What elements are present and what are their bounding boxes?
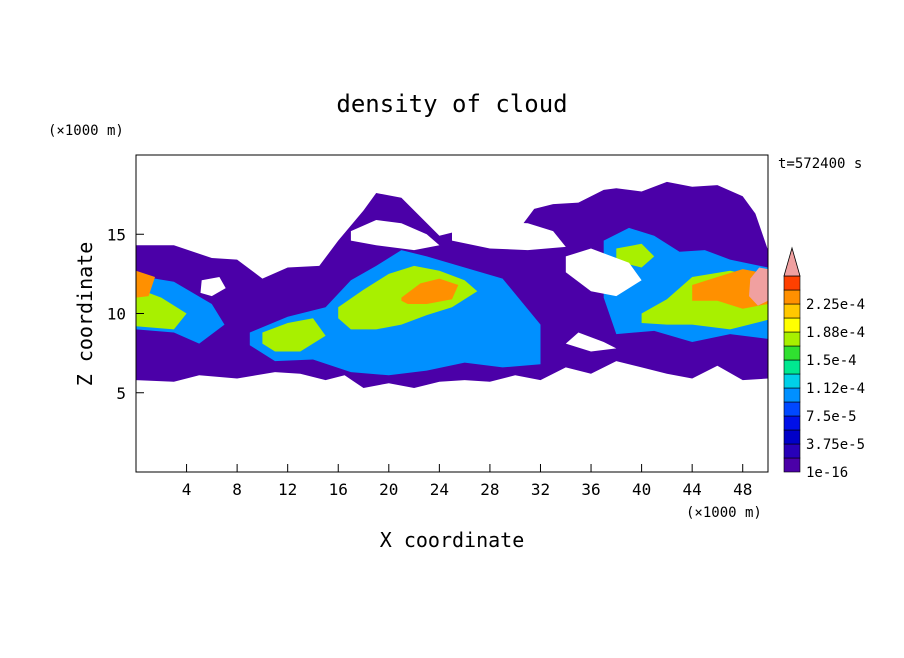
colorbar-swatch [783,387,801,403]
colorbar-swatch [783,331,801,347]
density-region-11 [692,269,768,309]
density-region-4 [136,288,187,330]
colorbar-label: 2.25e-4 [806,297,865,313]
density-region-10 [401,278,459,304]
x-tick-label: 40 [632,480,651,499]
chart-title: density of cloud [336,90,567,118]
x-tick-label: 28 [480,480,499,499]
x-axis-ticks: 4 8 12 16 20 24 28 32 36 40 44 48 [182,464,752,499]
y-axis-label: Z coordinate [73,242,97,387]
x-tick-label: 44 [683,480,702,499]
x-axis-unit: (×1000 m) [686,505,762,521]
colorbar-swatch [783,443,801,459]
x-tick-label: 48 [733,480,752,499]
x-axis-label: X coordinate [380,528,525,552]
clear-air-gap-0 [350,220,440,251]
colorbar-swatch [783,415,801,431]
colorbar-swatch [783,317,801,333]
y-axis-unit: (×1000 m) [48,123,124,139]
colorbar-swatch [783,345,801,361]
colorbar-swatch [783,457,801,473]
clear-air-gap-3 [200,277,226,297]
colorbar-swatch [783,429,801,445]
x-tick-label: 36 [581,480,600,499]
x-tick-label: 16 [329,480,348,499]
colorbar: 1e-16 3.75e-5 7.5e-5 1.12e-4 1.5e-4 1.88e-4 2.… [783,246,865,481]
clear-air-gap-4 [565,332,617,352]
colorbar-label: 7.5e-5 [806,409,857,425]
density-region-12 [749,267,768,306]
colorbar-label: 1e-16 [806,465,848,481]
colorbar-label: 1.88e-4 [806,325,865,341]
density-region-5 [262,318,326,352]
density-field [136,181,768,388]
colorbar-swatch [783,373,801,389]
density-region-9 [136,270,155,298]
colorbar-swatch [783,359,801,375]
density-region-7 [616,243,655,268]
x-tick-label: 4 [182,480,192,499]
x-tick-label: 8 [232,480,242,499]
colorbar-swatch [783,289,801,305]
y-tick-label: 10 [107,305,126,324]
x-tick-label: 20 [379,480,398,499]
x-tick-label: 32 [531,480,550,499]
clear-air-gap-2 [565,248,642,297]
colorbar-swatch [783,401,801,417]
y-tick-label: 5 [116,384,126,403]
colorbar-label: 3.75e-5 [806,437,865,453]
y-axis-ticks: 5 10 15 [107,225,144,403]
colorbar-swatch [783,303,801,319]
x-tick-label: 12 [278,480,297,499]
colorbar-extend-arrow [783,246,801,277]
x-tick-label: 24 [430,480,449,499]
time-label: t=572400 s [778,156,862,172]
y-tick-label: 15 [107,225,126,244]
colorbar-swatch [783,275,801,291]
clear-air-gap-1 [452,221,566,251]
colorbar-label: 1.5e-4 [806,353,857,369]
colorbar-label: 1.12e-4 [806,381,865,397]
